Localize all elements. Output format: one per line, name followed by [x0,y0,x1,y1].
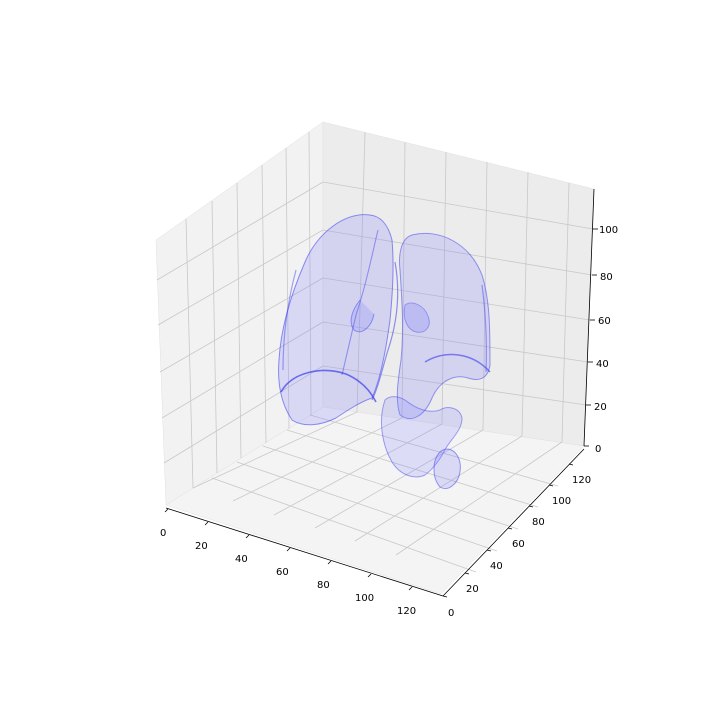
right-pane-grid-line [322,365,587,406]
axis-tick-mark [245,534,250,539]
lower-lobe-surface [380,396,463,478]
axis-tick-mark [442,595,448,598]
right-pane-grid-line [401,141,406,419]
axis-tick-mark [164,508,169,513]
right-pane-grid-line [322,277,591,321]
y-tick-label: 80 [532,517,545,528]
axis-tick-mark [486,549,492,552]
axis-tick-mark [408,586,413,591]
x-tick-label: 20 [195,541,208,552]
left-pane-grid-line [211,200,218,474]
left-pane-grid-line [261,164,267,444]
axis-tick-mark [507,527,513,530]
x-tick-label: 120 [397,606,416,617]
z-tick-label: 20 [594,402,607,413]
z-tick-label: 40 [596,359,609,370]
left-pane-grid-line [159,277,324,373]
right-pane-grid-line [441,151,447,425]
z-tick-labels: 0 20 40 60 80 100 [594,225,618,455]
z-tick-label: 100 [599,225,618,236]
right-pane-grid-line [322,181,594,230]
left-pane-grid-line [161,321,324,419]
z-tick-label: 0 [595,444,601,455]
floor-grid-line [262,445,519,530]
mediastinal-contour [371,261,399,401]
floor-grid-line [314,429,484,529]
axis-tick-mark [286,547,291,552]
diaphragm-edge-right [280,369,377,403]
lower-lobe-tip-surface [433,448,461,489]
x-tick-label: 80 [317,580,330,591]
x-tick-labels: 0 20 40 60 80 100 120 [160,528,416,617]
y-tick-label: 100 [552,496,571,507]
lung-surface-mesh [278,214,491,489]
lung-outer-rim [481,284,487,373]
lung-outer-rim [282,269,297,371]
left-lung-surface [396,232,491,420]
floor-grid-line [232,417,403,502]
y-tick-label: 120 [572,475,591,486]
right-pane-grid-line [356,131,366,413]
y-tick-label: 20 [466,584,479,595]
y-tick-labels: 0 20 40 60 80 100 120 [448,475,591,619]
y-tick-label: 40 [490,561,503,572]
left-pane-grid-line [308,131,312,416]
right-pane-grid-line [322,321,589,363]
left-pane-grid-line [236,182,242,459]
x-tick-label: 0 [160,528,166,539]
z-tick-label: 80 [600,272,613,283]
right-pane-grid-line [322,229,593,276]
floor-grid-line [211,477,477,573]
y-axis-line [442,448,585,597]
x-tick-label: 60 [276,567,289,578]
axis-tick-mark [464,572,470,575]
axis-tick-mark [528,505,534,508]
floor-grid-line [354,435,523,542]
floor-grid-line [395,441,563,556]
floor-grid-line [286,429,539,508]
right-pane-grid-line [521,171,529,437]
x-tick-label: 100 [355,593,374,604]
floor-grid-line [309,414,559,487]
left-pane-grid-line [163,365,324,464]
mediastinal-contour [341,229,379,376]
right-pane-grid-line [482,161,488,431]
bronchial-detail [403,302,430,333]
axis-tick-mark [568,463,574,466]
tick-marks [164,228,598,598]
x-axis-line [165,507,444,597]
left-pane-grid-line [157,229,324,326]
mediastinal-contour [350,299,375,333]
axis-tick-mark [327,560,332,565]
z-tick-label: 60 [598,316,611,327]
floor-grid-line [236,461,498,552]
x-tick-label: 40 [235,554,248,565]
axis-tick-mark [548,484,554,487]
axis-tick-mark [367,573,372,578]
z-axis-line [583,188,595,447]
axis-lines [165,188,595,597]
left-pane-grid-line [185,218,194,489]
grid-lines [156,131,594,573]
floor-grid-line [273,423,443,516]
y-tick-label: 60 [512,539,525,550]
diaphragm-edge-left [424,353,491,373]
axis-tick-mark [204,521,209,526]
left-pane-grid-line [156,181,324,281]
y-tick-label: 0 [448,608,454,619]
axes-panes [155,121,595,595]
right-pane-grid-line [561,182,570,443]
